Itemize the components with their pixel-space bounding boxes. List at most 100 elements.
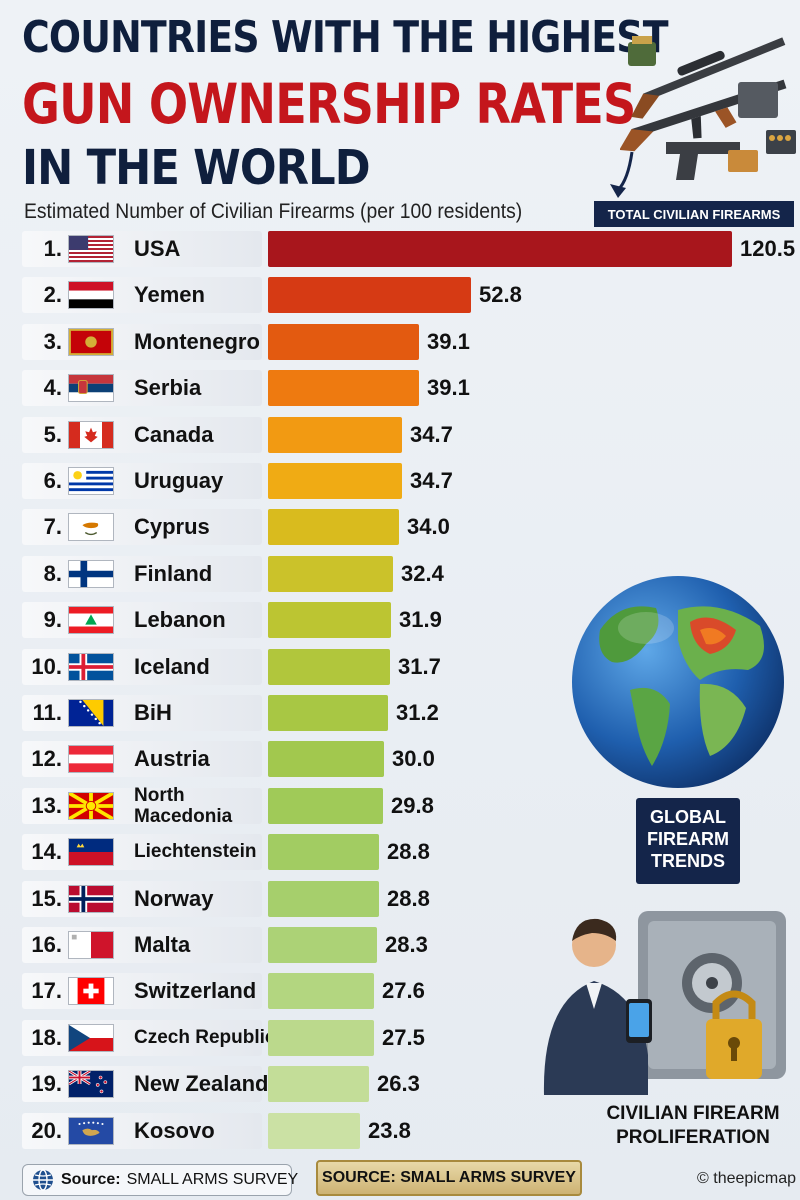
country-label: Canada: [134, 421, 214, 447]
chart-subtitle: Estimated Number of Civilian Firearms (p…: [24, 200, 523, 223]
bar: [268, 463, 402, 499]
rank-label: 7.: [43, 514, 62, 540]
table-row: [22, 1019, 262, 1056]
data-label: 27.6: [382, 978, 425, 1004]
table-row: [22, 416, 262, 453]
country-label: Uruguay: [134, 468, 224, 493]
data-label: 34.7: [410, 468, 453, 493]
table-row: [22, 880, 262, 917]
montenegro-flag-icon: [68, 327, 114, 356]
rank-label: 14.: [31, 839, 62, 865]
title-line-2: GUN OWNERSHIP RATES: [22, 72, 636, 136]
globe-icon: [572, 576, 784, 788]
table-row: [22, 463, 262, 499]
rank-label: 15.: [31, 885, 62, 911]
rank-label: 5.: [43, 421, 62, 447]
country-label: Malta: [134, 932, 191, 957]
bar: [268, 695, 388, 731]
source-prefix: Source:: [61, 1171, 121, 1188]
source-note: Source: SMALL ARMS SURVEY: [22, 1164, 298, 1196]
rank-label: 4.: [43, 375, 62, 401]
data-label: 120.5: [740, 236, 796, 261]
finland-flag-icon: [68, 559, 114, 588]
source-text: SMALL ARMS SURVEY: [126, 1171, 299, 1188]
data-label: 27.5: [382, 1024, 425, 1050]
lebanon-flag-icon: [68, 606, 114, 635]
source-plaque: SOURCE: SMALL ARMS SURVEY: [316, 1160, 582, 1196]
data-label: 30.0: [392, 746, 435, 772]
bar: [268, 1112, 360, 1149]
yemen-flag-icon: [68, 281, 114, 310]
bar: [268, 231, 732, 267]
rank-label: 6.: [43, 468, 62, 493]
new-zealand-flag-icon: [68, 1070, 114, 1099]
table-row: [22, 555, 262, 592]
table-row: [22, 509, 262, 546]
table-row: [22, 231, 262, 267]
country-label: Czech Republic: [134, 1026, 276, 1048]
table-row: [22, 602, 262, 639]
country-label: Norway: [134, 885, 214, 911]
rank-label: 10.: [31, 653, 62, 679]
rank-label: 3.: [43, 328, 62, 354]
civilian-firearm-proliferation-label: CIVILIAN FIREARM PROLIFERATION: [606, 1103, 780, 1148]
bar: [268, 1019, 374, 1056]
iceland-flag-icon: [68, 652, 114, 681]
gun-safe-illustration-icon: [543, 911, 786, 1095]
serbia-flag-icon: [68, 374, 114, 403]
rank-label: 12.: [31, 746, 62, 772]
rank-label: 8.: [43, 560, 62, 586]
rank-label: 11.: [32, 700, 62, 725]
country-label: Switzerland: [134, 978, 257, 1004]
uruguay-flag-icon: [68, 467, 114, 495]
bar: [268, 787, 383, 824]
firearms-illustration-icon: [620, 36, 796, 180]
bar: [268, 277, 471, 314]
kosovo-flag-icon: [68, 1116, 114, 1145]
rank-label: 20.: [31, 1117, 62, 1143]
country-label: New Zealand: [134, 1071, 269, 1097]
total-civilian-firearms-badge: TOTAL CIVILIAN FIREARMS: [594, 201, 794, 227]
data-label: 28.3: [385, 932, 428, 957]
table-row: [22, 973, 262, 1010]
curved-arrow-icon: [610, 151, 634, 198]
table-row: [22, 695, 262, 731]
canada-flag-icon: [68, 420, 114, 449]
table-row: [22, 834, 262, 871]
data-label: 32.4: [401, 560, 444, 586]
country-label: North Macedonia: [134, 784, 233, 827]
bar: [268, 416, 402, 453]
rank-label: 1.: [43, 236, 62, 261]
rank-label: 13.: [31, 792, 62, 818]
country-label: Serbia: [134, 375, 202, 401]
data-label: 34.0: [407, 514, 450, 540]
data-label: 29.8: [391, 792, 434, 818]
usa-flag-icon: [68, 235, 114, 263]
table-row: [22, 927, 262, 963]
data-label: 31.7: [398, 653, 441, 679]
bar: [268, 555, 393, 592]
rank-label: 17.: [31, 978, 62, 1004]
country-label: BiH: [134, 700, 172, 725]
table-row: [22, 787, 262, 824]
cyprus-flag-icon: [68, 513, 114, 542]
rank-label: 18.: [31, 1024, 62, 1050]
bar: [268, 648, 390, 685]
country-label: Yemen: [134, 282, 205, 308]
table-row: [22, 648, 262, 685]
credit-text: © theepicmap: [697, 1170, 796, 1187]
rank-label: 16.: [31, 932, 62, 957]
bar: [268, 973, 374, 1010]
bar: [268, 1066, 369, 1103]
country-label: Kosovo: [134, 1117, 215, 1143]
czech-republic-flag-icon: [68, 1023, 114, 1052]
rank-label: 19.: [31, 1071, 62, 1097]
globe-icon: [33, 1169, 53, 1191]
bar: [268, 323, 419, 360]
bar: [268, 602, 391, 639]
country-label: Montenegro: [134, 328, 260, 354]
rank-label: 9.: [43, 607, 62, 633]
table-row: [22, 1066, 262, 1103]
country-label: Lebanon: [134, 607, 226, 633]
country-label: Liechtenstein: [134, 841, 257, 863]
